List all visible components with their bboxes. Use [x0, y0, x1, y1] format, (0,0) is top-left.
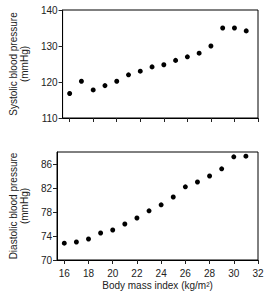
svg-text:(mmHg): (mmHg): [19, 188, 30, 224]
svg-text:(mmHg): (mmHg): [19, 46, 30, 82]
svg-text:Systolic blood pressure: Systolic blood pressure: [8, 12, 19, 116]
svg-text:120: 120: [41, 77, 58, 88]
svg-text:130: 130: [41, 41, 58, 52]
svg-text:20: 20: [107, 268, 119, 279]
svg-text:22: 22: [131, 268, 143, 279]
svg-text:30: 30: [228, 268, 240, 279]
svg-text:26: 26: [180, 268, 192, 279]
svg-text:110: 110: [42, 113, 58, 124]
svg-text:82: 82: [41, 183, 53, 194]
svg-text:16: 16: [59, 268, 71, 279]
svg-text:140: 140: [41, 5, 58, 16]
svg-text:28: 28: [204, 268, 216, 279]
svg-text:78: 78: [41, 207, 53, 218]
svg-text:Body mass index (kg/m²): Body mass index (kg/m²): [102, 280, 213, 291]
svg-text:70: 70: [41, 255, 53, 266]
svg-text:86: 86: [41, 159, 53, 170]
svg-text:Diastolic blood pressure: Diastolic blood pressure: [8, 152, 19, 259]
svg-text:24: 24: [156, 268, 168, 279]
svg-text:74: 74: [41, 231, 53, 242]
svg-text:32: 32: [252, 268, 264, 279]
svg-text:18: 18: [83, 268, 95, 279]
